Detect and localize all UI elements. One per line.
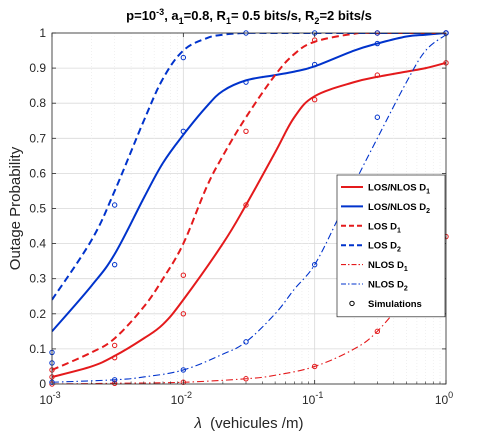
x-axis-ticks: 10-3 10-2 10-1 100 xyxy=(39,33,453,407)
y-tick-label: 0.7 xyxy=(29,131,46,145)
series-1-marker xyxy=(311,96,318,103)
legend-label: NLOS D2 xyxy=(368,280,408,293)
legend-label-simulations: Simulations xyxy=(368,299,422,310)
y-tick-label: 0.2 xyxy=(29,307,46,321)
series-3-marker xyxy=(111,342,118,349)
y-axis-label: Outage Probability xyxy=(7,146,24,270)
y-tick-label: 0 xyxy=(39,377,46,391)
y-tick-label: 0.5 xyxy=(29,202,46,216)
series-2-marker xyxy=(180,128,187,134)
series-5-marker xyxy=(374,328,381,335)
series-5-marker xyxy=(243,376,249,382)
y-tick-label: 0.3 xyxy=(29,272,46,286)
series-1-marker xyxy=(180,311,187,317)
series-6-marker xyxy=(374,114,381,120)
series-2-marker xyxy=(111,261,118,268)
legend-label: NLOS D1 xyxy=(368,260,408,273)
y-tick-label: 0.1 xyxy=(29,342,46,356)
series-3-marker xyxy=(243,128,249,134)
legend-label: LOS D2 xyxy=(368,241,401,254)
series-1-marker xyxy=(243,202,249,208)
series-6-marker xyxy=(243,339,249,345)
series-4-marker xyxy=(180,54,187,61)
series-2-marker xyxy=(243,79,249,85)
series-6-marker xyxy=(180,367,187,373)
series-5-marker xyxy=(111,380,118,386)
x-tick-label: 10-3 xyxy=(39,390,60,407)
legend-box xyxy=(336,174,446,318)
x-tick-label: 100 xyxy=(435,390,453,407)
legend-label: LOS/NLOS D2 xyxy=(368,202,430,215)
y-tick-label: 1 xyxy=(39,26,46,40)
x-axis-symbol: λ xyxy=(194,415,202,432)
legend: LOS/NLOS D1 LOS/NLOS D2 LOS D1 LOS D2 NLOS D… xyxy=(336,174,446,318)
series-2-marker xyxy=(311,61,318,68)
y-tick-label: 0.8 xyxy=(29,96,46,110)
series-3-marker xyxy=(180,272,187,278)
y-tick-label: 0.9 xyxy=(29,61,46,75)
y-tick-label: 0.4 xyxy=(29,237,46,251)
chart-title: p=10-3, a1=0.8, R1= 0.5 bits/s, R2=2 bit… xyxy=(126,7,372,26)
x-tick-label: 10-1 xyxy=(302,390,323,407)
series-1-marker xyxy=(374,72,381,78)
x-tick-label: 10-2 xyxy=(171,390,192,407)
legend-label: LOS/NLOS D1 xyxy=(368,183,430,196)
series-5-marker xyxy=(311,363,318,370)
series-3-marker xyxy=(311,37,318,43)
x-axis-label-text: (vehicules /m) xyxy=(210,415,303,432)
series-line-1 xyxy=(52,61,446,378)
y-axis-ticks: 0 0.1 0.2 0.3 0.4 0.5 0.6 0.7 0.8 0.9 1 xyxy=(29,26,446,391)
series-line-4 xyxy=(52,33,446,301)
legend-label: LOS D1 xyxy=(368,221,401,234)
series-2-marker xyxy=(374,40,381,47)
series-line-3 xyxy=(52,33,446,371)
legend-marker xyxy=(349,300,355,307)
series-4-marker xyxy=(111,202,118,208)
series-line-6 xyxy=(52,34,446,383)
x-axis-label: λ (vehicules /m) xyxy=(194,415,304,432)
series-1-marker xyxy=(111,354,118,361)
y-tick-label: 0.6 xyxy=(29,166,46,180)
series-6-marker xyxy=(311,261,318,268)
